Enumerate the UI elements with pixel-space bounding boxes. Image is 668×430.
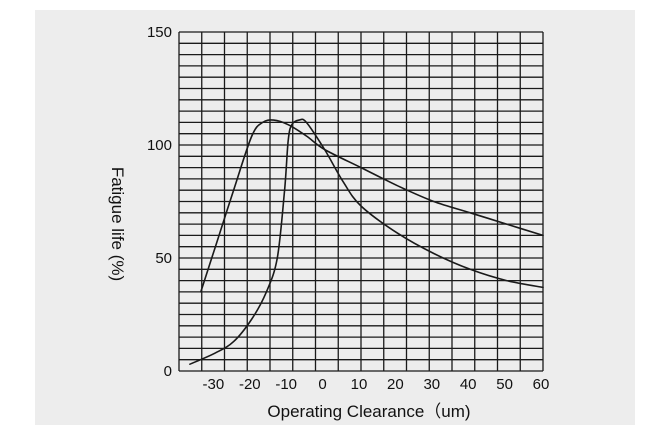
y-axis-title: Fatigue life (%) (108, 167, 127, 281)
x-axis-title: Operating Clearance（um) (267, 402, 470, 421)
y-tick-label: 50 (155, 250, 172, 267)
y-tick-label: 0 (164, 363, 172, 380)
series-line-1 (200, 119, 544, 293)
x-tick-label: 10 (351, 376, 368, 393)
series-lines (189, 118, 544, 365)
x-tick-label: 60 (533, 376, 550, 393)
x-tick-label: 0 (318, 376, 326, 393)
chart-background (35, 10, 635, 425)
series-line-2 (189, 118, 544, 365)
x-tick-label: -30 (203, 376, 225, 393)
x-tick-label: 50 (496, 376, 513, 393)
x-tick-label: 20 (387, 376, 404, 393)
y-tick-label: 150 (147, 24, 172, 41)
grid (178, 31, 544, 372)
x-tick-label: 30 (423, 376, 440, 393)
y-tick-labels: 0 50 100 150 (147, 24, 172, 380)
x-tick-label: -10 (275, 376, 297, 393)
x-tick-labels: -30 -20 -10 0 10 20 30 40 50 60 (203, 376, 550, 393)
x-tick-label: -20 (239, 376, 261, 393)
x-tick-label: 40 (460, 376, 477, 393)
y-tick-label: 100 (147, 137, 172, 154)
